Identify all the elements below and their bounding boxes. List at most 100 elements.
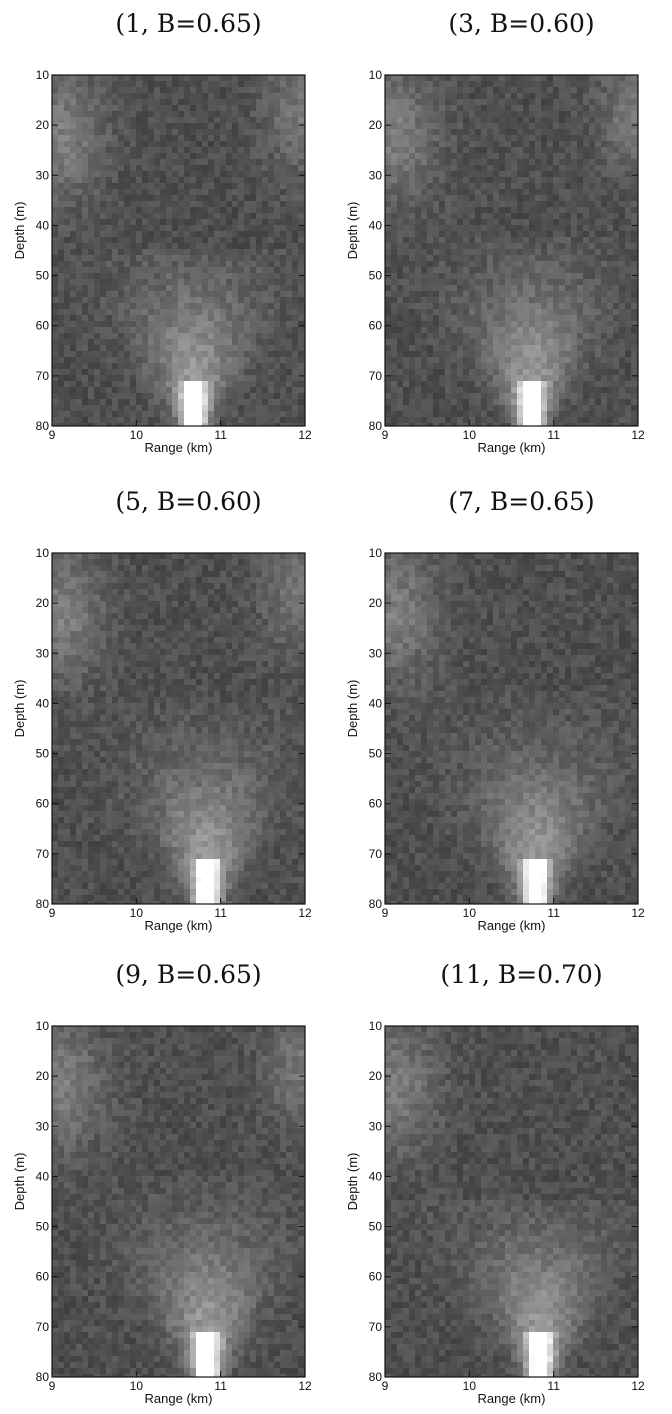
heatmap-cell [112,81,118,87]
heatmap-cell [439,321,445,327]
heatmap-cell [439,267,445,273]
heatmap-cell [481,285,487,291]
heatmap-cell [607,249,613,255]
heatmap-cell [409,309,415,315]
heatmap-cell [136,315,142,321]
heatmap-cell [469,183,475,189]
heatmap-cell [631,267,637,273]
heatmap-cell [529,111,535,117]
heatmap-cell [160,279,166,285]
heatmap-cell [292,153,298,159]
heatmap-cell [487,231,493,237]
heatmap-cell [118,291,124,297]
heatmap-cell [571,141,577,147]
heatmap-cell [589,315,595,321]
heatmap-cell [154,351,160,357]
heatmap-cell [64,129,70,135]
heatmap-cell [256,393,262,399]
heatmap-cell [118,357,124,363]
heatmap-cell [565,375,571,381]
heatmap-cell [292,291,298,297]
heatmap-cell [589,375,595,381]
heatmap-cell [280,177,286,183]
heatmap-cell [280,183,286,189]
heatmap-cell [391,159,397,165]
heatmap-cell [613,117,619,123]
heatmap-cell [427,273,433,279]
heatmap-cell [268,111,274,117]
heatmap-cell [214,423,220,426]
heatmap-cell [202,81,208,87]
heatmap-cell [535,363,541,369]
heatmap-cell [82,153,88,159]
heatmap-cell [280,165,286,171]
heatmap-cell [433,195,439,201]
heatmap-cell [154,159,160,165]
heatmap-cell [421,339,427,345]
heatmap-cell [553,309,559,315]
heatmap-cell [298,261,304,267]
heatmap-cell [220,147,226,153]
heatmap-cell [445,213,451,219]
heatmap-cell [166,195,172,201]
heatmap-cell [463,273,469,279]
heatmap-cell [166,345,172,351]
heatmap-cell [631,285,637,291]
heatmap-cell [154,393,160,399]
heatmap-cell [286,351,292,357]
heatmap-cell [487,375,493,381]
heatmap-cell [535,195,541,201]
heatmap-cell [202,399,208,405]
heatmap-cell [409,81,415,87]
heatmap-cell [613,153,619,159]
heatmap-cell [58,363,64,369]
heatmap-cell [94,423,100,426]
heatmap-cell [559,87,565,93]
heatmap-cell [493,195,499,201]
heatmap-cell [160,297,166,303]
heatmap-cell [250,345,256,351]
heatmap-cell [160,225,166,231]
heatmap-cell [583,273,589,279]
heatmap-cell [184,231,190,237]
heatmap-cell [457,135,463,141]
heatmap-cell [130,183,136,189]
heatmap-cell [64,249,70,255]
heatmap-cell [76,357,82,363]
heatmap-cell [433,237,439,243]
heatmap-cell [475,129,481,135]
heatmap-cell [244,309,250,315]
heatmap-cell [118,381,124,387]
heatmap-cell [451,333,457,339]
heatmap-cell [619,105,625,111]
heatmap-cell [391,105,397,111]
heatmap-cell [196,255,202,261]
heatmap-cell [529,279,535,285]
heatmap-cell [625,243,631,249]
heatmap-cell [385,117,391,123]
heatmap-cell [595,99,601,105]
heatmap-cell [469,195,475,201]
heatmap-cell [94,417,100,423]
heatmap-cell [148,351,154,357]
heatmap-cell [607,135,613,141]
heatmap-cell [595,279,601,285]
heatmap-cell [493,339,499,345]
heatmap-cell [547,333,553,339]
heatmap-cell [481,111,487,117]
heatmap-cell [487,345,493,351]
heatmap-cell [403,141,409,147]
heatmap-cell [385,189,391,195]
heatmap-cell [631,111,637,117]
heatmap-cell [226,81,232,87]
heatmap-cell [385,177,391,183]
heatmap-cell [517,297,523,303]
heatmap-cell [475,285,481,291]
y-tick-label: 70 [36,369,50,383]
heatmap-cell [100,315,106,321]
heatmap-cell [595,225,601,231]
heatmap-cell [391,195,397,201]
heatmap-cell [463,129,469,135]
heatmap-cell [172,243,178,249]
heatmap-cell [52,87,58,93]
